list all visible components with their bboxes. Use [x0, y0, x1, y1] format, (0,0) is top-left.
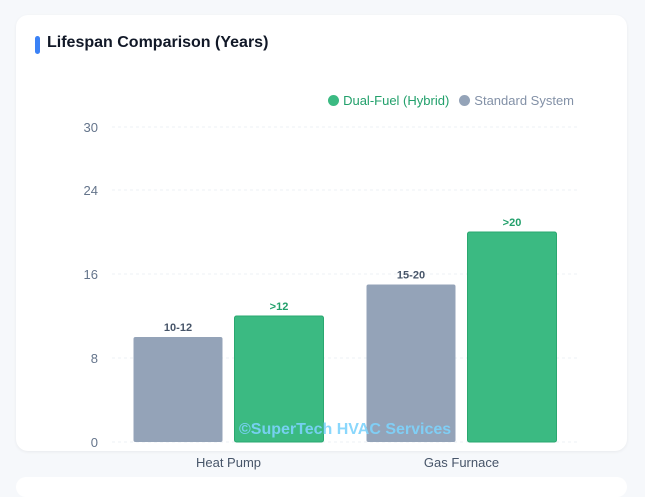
bar-hybrid	[467, 231, 557, 443]
y-tick-label: 16	[84, 267, 98, 282]
legend-label-hybrid: Dual-Fuel (Hybrid)	[343, 93, 450, 108]
bar-standard	[133, 337, 223, 442]
bar-hybrid	[234, 315, 324, 443]
x-tick-label: Gas Furnace	[424, 455, 499, 470]
legend-label-standard: Standard System	[474, 93, 574, 108]
next-card	[16, 477, 627, 497]
y-tick-label: 8	[91, 351, 98, 366]
y-tick-label: 24	[84, 183, 98, 198]
legend: Dual-Fuel (Hybrid) Standard System	[328, 93, 574, 108]
chart-title: Lifespan Comparison (Years)	[47, 34, 269, 51]
x-tick-label: Heat Pump	[196, 455, 261, 470]
watermark: ©SuperTech HVAC Services	[239, 421, 452, 438]
bar-chart: 0 8 16 24 30 Heat Pump 10-12 >12 Gas Furnace 15-2…	[84, 120, 578, 470]
data-label: 10-12	[164, 322, 192, 334]
legend-swatch-standard	[459, 95, 471, 106]
legend-swatch-hybrid	[328, 95, 340, 106]
data-label: >12	[270, 301, 289, 313]
data-label: 15-20	[397, 270, 425, 282]
legend-item-hybrid[interactable]: Dual-Fuel (Hybrid)	[328, 93, 449, 108]
legend-item-standard[interactable]: Standard System	[459, 93, 574, 108]
bar-standard	[366, 284, 456, 442]
data-label: >20	[503, 217, 522, 229]
title-accent-bar	[35, 36, 40, 54]
y-tick-label: 30	[84, 120, 98, 135]
y-tick-label: 0	[91, 435, 98, 450]
